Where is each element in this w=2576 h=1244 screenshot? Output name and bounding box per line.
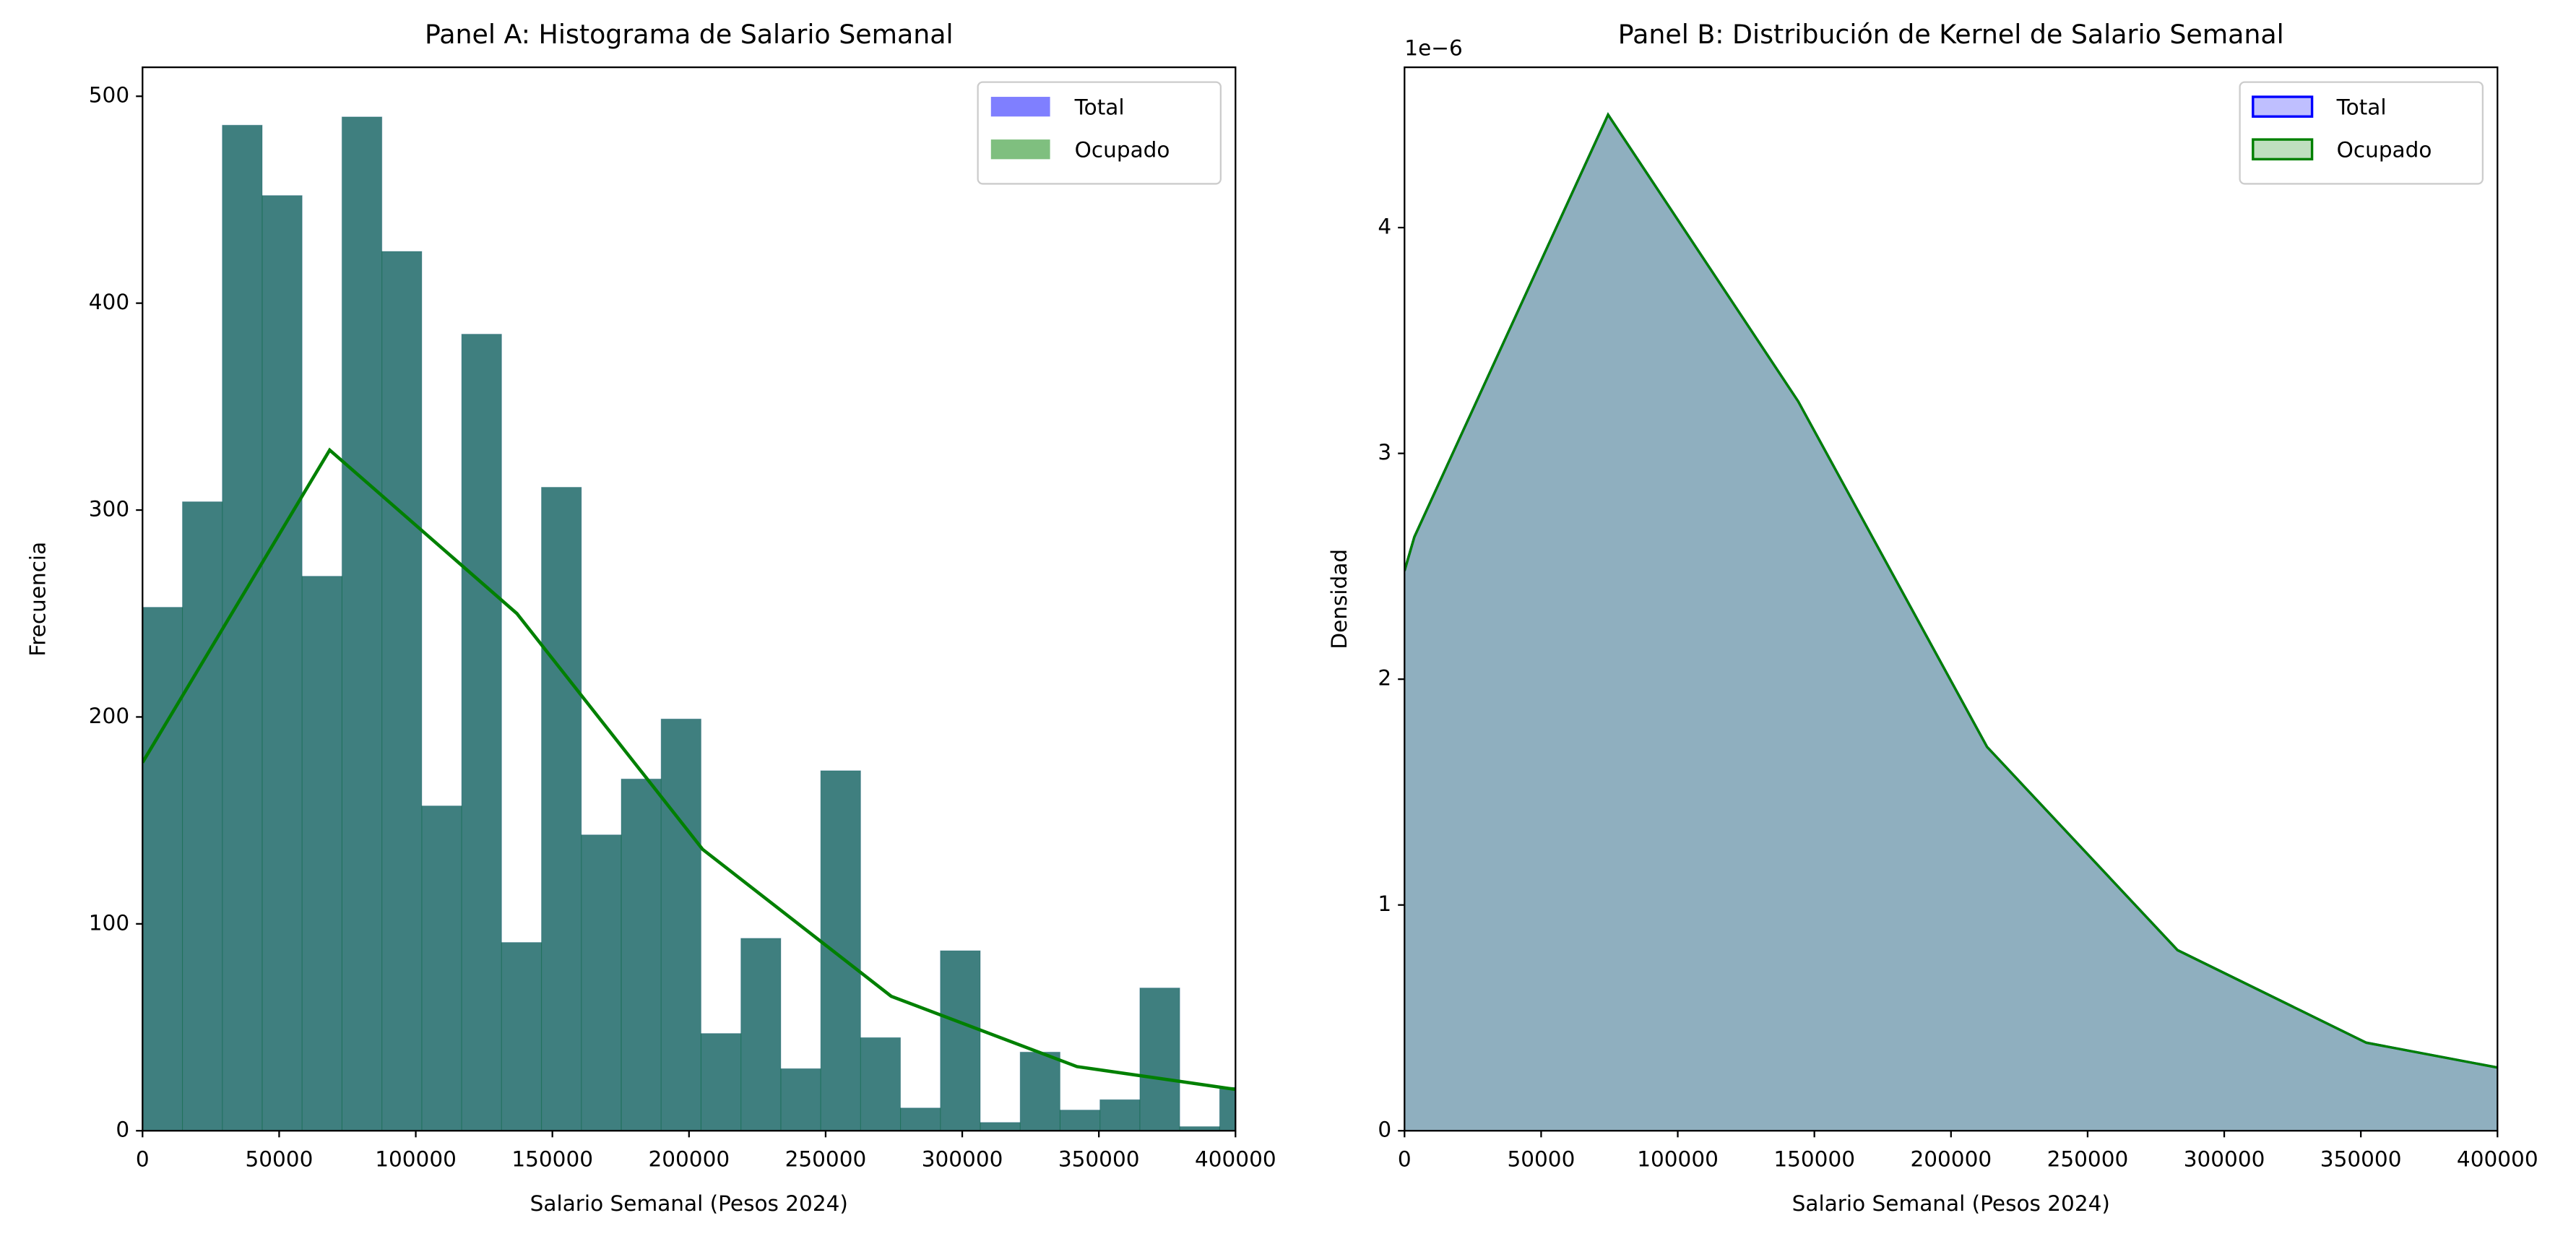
legend-label: Total — [1074, 95, 1125, 119]
legend-swatch — [2252, 138, 2314, 161]
legend-swatch — [990, 139, 1050, 160]
bar — [980, 1122, 1021, 1131]
plot-area — [142, 116, 1236, 1131]
y-tick-label: 0 — [1378, 1118, 1391, 1142]
bar — [381, 251, 423, 1131]
x-axis-label: Salario Semanal (Pesos 2024) — [1792, 1191, 2110, 1216]
bar — [1019, 1051, 1061, 1131]
x-tick-label: 400000 — [2457, 1147, 2538, 1172]
y-axis-label: Densidad — [1327, 549, 1352, 649]
chart-title: Panel B: Distribución de Kernel de Salar… — [1618, 19, 2284, 50]
legend-label: Ocupado — [2337, 138, 2432, 163]
bar — [421, 805, 462, 1131]
y-tick-label: 3 — [1378, 440, 1391, 465]
bar — [222, 124, 263, 1131]
bar — [940, 950, 981, 1131]
bar — [700, 1033, 742, 1131]
x-tick-label: 50000 — [1507, 1147, 1575, 1172]
x-tick-label: 100000 — [375, 1147, 457, 1172]
bar — [1059, 1110, 1101, 1131]
bar — [780, 1068, 821, 1131]
bar — [621, 778, 662, 1131]
bar — [1139, 988, 1180, 1131]
bar — [181, 501, 223, 1131]
bar — [262, 195, 303, 1131]
chart-title: Panel A: Histograma de Salario Semanal — [425, 19, 954, 50]
bar — [301, 576, 342, 1131]
bar — [820, 770, 861, 1131]
legend-label: Ocupado — [1075, 138, 1170, 163]
bar — [660, 718, 702, 1131]
x-tick-label: 0 — [136, 1147, 150, 1172]
bar — [860, 1037, 902, 1131]
bar — [1219, 1087, 1236, 1131]
y-tick-label: 4 — [1378, 215, 1391, 239]
bar — [461, 334, 502, 1131]
y-tick-label: 2 — [1378, 666, 1391, 691]
bar — [142, 607, 183, 1131]
area — [1404, 114, 2498, 1131]
x-tick-label: 100000 — [1637, 1147, 1719, 1172]
bar — [501, 942, 543, 1131]
x-tick-label: 250000 — [785, 1147, 867, 1172]
plot-area — [1404, 112, 2498, 1131]
y-tick-label: 500 — [89, 83, 129, 108]
y-tick-label: 300 — [89, 497, 129, 522]
x-tick-label: 350000 — [2320, 1147, 2402, 1172]
x-tick-label: 200000 — [1910, 1147, 1992, 1172]
bar — [1099, 1099, 1141, 1131]
x-tick-label: 50000 — [245, 1147, 313, 1172]
kde-line — [142, 447, 1236, 1092]
area — [1404, 114, 2498, 1131]
bar — [900, 1107, 941, 1131]
legend-swatch — [990, 97, 1050, 117]
x-tick-label: 400000 — [1195, 1147, 1276, 1172]
x-tick-label: 0 — [1398, 1147, 1412, 1172]
x-tick-label: 200000 — [648, 1147, 730, 1172]
y-axis-label: Frecuencia — [26, 542, 51, 657]
y-tick-label: 0 — [116, 1118, 129, 1142]
x-tick-label: 300000 — [2184, 1147, 2265, 1172]
y-tick-label: 400 — [89, 290, 129, 314]
legend-swatch — [2252, 95, 2314, 118]
y-tick-label: 200 — [89, 704, 129, 728]
x-tick-label: 300000 — [922, 1147, 1003, 1172]
area-outline — [1404, 112, 2498, 1069]
x-tick-label: 150000 — [1773, 1147, 1855, 1172]
y-tick-label: 100 — [89, 910, 129, 935]
bar — [341, 116, 383, 1131]
bar — [581, 834, 622, 1131]
x-tick-label: 350000 — [1058, 1147, 1140, 1172]
x-axis-label: Salario Semanal (Pesos 2024) — [530, 1191, 848, 1216]
bar — [740, 938, 782, 1131]
y-offset-label: 1e−6 — [1404, 36, 1462, 61]
x-tick-label: 150000 — [511, 1147, 593, 1172]
legend-label: Total — [2336, 95, 2387, 119]
y-tick-label: 1 — [1378, 891, 1391, 916]
bar — [540, 486, 582, 1131]
x-tick-label: 250000 — [2047, 1147, 2129, 1172]
